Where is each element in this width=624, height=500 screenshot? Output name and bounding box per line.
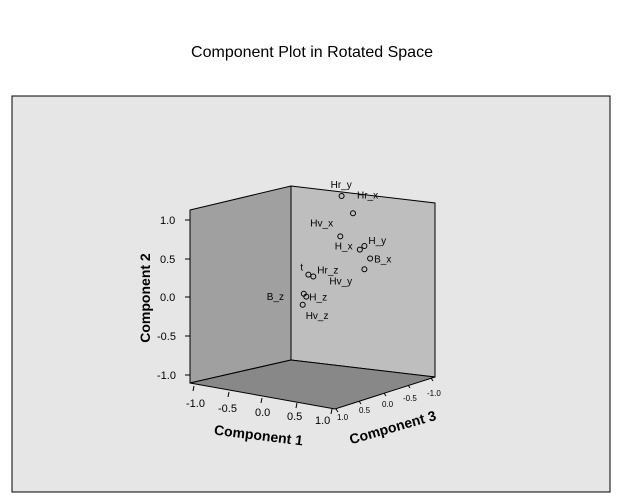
data-point (305, 271, 312, 278)
data-point-label: Hv_z (306, 311, 329, 322)
z-tick-label: -1.0 (427, 389, 441, 398)
data-point (350, 210, 356, 217)
z-tick-label: 0.0 (382, 400, 394, 409)
x-tick-label: -0.5 (218, 403, 237, 415)
y-tick-label: -0.5 (157, 331, 176, 343)
left-wall (189, 185, 292, 384)
chart-title: Component Plot in Rotated Space (191, 44, 433, 61)
data-point-label: Hr_z (317, 266, 338, 277)
floor (189, 359, 436, 410)
data-point-label: B_z (267, 292, 284, 303)
data-points: Hr_y Hr_x Hv_x H_y H_x B_x Hv_y t Hr_z B_z H_z Hv_z (267, 180, 392, 322)
data-point-label: Hr_x (357, 190, 378, 201)
y-tick-label: 0.5 (160, 254, 175, 266)
data-point-label: Hr_y (331, 180, 352, 191)
data-point-label: H_z (309, 293, 327, 304)
z-tick-label: -0.5 (403, 394, 417, 403)
y-tick-label: 0.0 (160, 292, 175, 304)
data-point (338, 193, 345, 199)
data-point (310, 273, 317, 280)
x-tick-label: 1.0 (315, 415, 330, 427)
y-tick-label: -1.0 (157, 370, 176, 382)
data-point (303, 293, 310, 300)
x-tick-label: 0.5 (287, 411, 302, 423)
data-point (337, 233, 344, 240)
y-axis: 1.0 0.5 0.0 -0.5 -1.0 Component 2 (137, 215, 190, 382)
data-point-label: B_x (374, 255, 391, 266)
back-wall (290, 185, 436, 378)
z-tick-label: 0.5 (359, 406, 371, 415)
data-point-label: Hv_y (329, 276, 352, 287)
data-point-label: Hv_x (310, 218, 333, 229)
data-point (361, 243, 368, 249)
x-tick-label: 0.0 (255, 407, 270, 419)
z-tick-label: 1.0 (337, 413, 349, 422)
x-tick-label: -1.0 (186, 398, 205, 410)
data-point (356, 246, 363, 253)
data-point-label: t (300, 263, 303, 274)
data-point (299, 301, 306, 308)
y-tick-label: 1.0 (160, 215, 175, 227)
data-point-label: H_x (335, 242, 353, 253)
data-point-label: H_y (368, 236, 386, 247)
data-point (361, 266, 368, 273)
y-axis-label: Component 2 (137, 253, 153, 343)
data-point (367, 255, 374, 262)
